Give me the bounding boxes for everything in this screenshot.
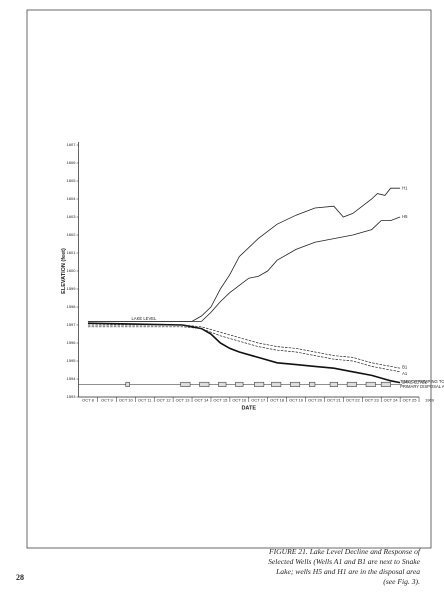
series-line (87, 187, 401, 322)
x-tick-label: OCT 19 (289, 398, 304, 403)
x-tick-label: OCT 18 (270, 398, 285, 403)
x-tick-label: OCT 20 (308, 398, 323, 403)
y-tick-label: 1597 (67, 322, 77, 327)
y-tick-label: 1607 (67, 142, 77, 147)
page-frame (26, 9, 432, 549)
x-tick-label: OCT 8 (82, 398, 94, 403)
caption-line: Selected Wells (Wells A1 and B1 are next… (268, 557, 421, 566)
pumping-period (218, 381, 227, 387)
x-tick-label: OCT 25 (403, 398, 418, 403)
y-tick-label: 1598 (67, 304, 77, 309)
y-tick-label: 1600 (67, 268, 77, 273)
lake-level-annotation: LAKE LEVEL (131, 316, 157, 321)
y-tick-label: 1594 (67, 376, 77, 381)
caption-line: (see Fig. 3). (383, 577, 420, 586)
y-tick-label: 1595 (67, 358, 77, 363)
x-tick-label: OCT 14 (194, 398, 209, 403)
page-number: 28 (16, 573, 24, 582)
y-tick-label: 1604 (67, 196, 77, 201)
caption-line: Lake; wells H5 and H1 are in the disposa… (275, 567, 420, 576)
series-line (87, 322, 401, 384)
x-tick-label: OCT 9 (101, 398, 113, 403)
y-tick-label: 1603 (67, 214, 77, 219)
y-tick-label: 1606 (67, 160, 77, 165)
x-tick-label: OCT 15 (213, 398, 228, 403)
pumping-period (380, 381, 391, 387)
pumping-period (271, 381, 282, 387)
caption-line: FIGURE 21. Lake Level Decline and Respon… (268, 547, 421, 556)
y-tick-label: 1605 (67, 178, 77, 183)
x-tick-label: OCT 21 (327, 398, 342, 403)
y-tick-label: 1602 (67, 232, 77, 237)
x-tick-label: OCT 23 (365, 398, 380, 403)
x-tick-label: OCT 11 (138, 398, 152, 403)
series-label: LAKE LEVEL (402, 380, 428, 385)
x-tick-label: OCT 10 (119, 398, 134, 403)
pumping-period (254, 381, 265, 387)
series-line (87, 326, 401, 373)
series-label: H5 (402, 214, 408, 219)
x-tick-label: OCT 13 (176, 398, 191, 403)
y-tick-label: 1593 (67, 394, 77, 399)
pumping-period (329, 381, 338, 387)
x-tick-label: OCT 17 (251, 398, 266, 403)
pumping-label: TIME OF PUMPING TO (400, 379, 444, 384)
y-tick-label: 1599 (67, 286, 77, 291)
pumping-label: PRIMARY DISPOSAL AREA (400, 384, 444, 389)
y-tick-label: 1596 (67, 340, 77, 345)
series-label: B1 (402, 364, 408, 369)
series-line (87, 324, 401, 369)
series-label: H1 (402, 185, 408, 190)
pumping-period (180, 381, 191, 387)
pumping-period (290, 381, 301, 387)
pumping-period (365, 381, 376, 387)
x-tick-label: OCT 16 (232, 398, 247, 403)
x-tick-label: OCT 22 (346, 398, 361, 403)
pumping-period (235, 381, 244, 387)
pumping-period (309, 381, 316, 387)
x-tick-label: OCT 12 (157, 398, 172, 403)
x-axis-label: DATE (241, 405, 256, 411)
x-tick-label: OCT 24 (384, 398, 399, 403)
y-axis-label: ELEVATION (feet) (61, 248, 67, 294)
pumping-period (199, 381, 210, 387)
pumping-period (125, 381, 130, 387)
year-label: 1969 (425, 398, 435, 403)
y-tick-label: 1601 (67, 250, 77, 255)
series-line (87, 216, 401, 322)
series-label: A1 (402, 371, 408, 376)
pumping-period (346, 381, 357, 387)
